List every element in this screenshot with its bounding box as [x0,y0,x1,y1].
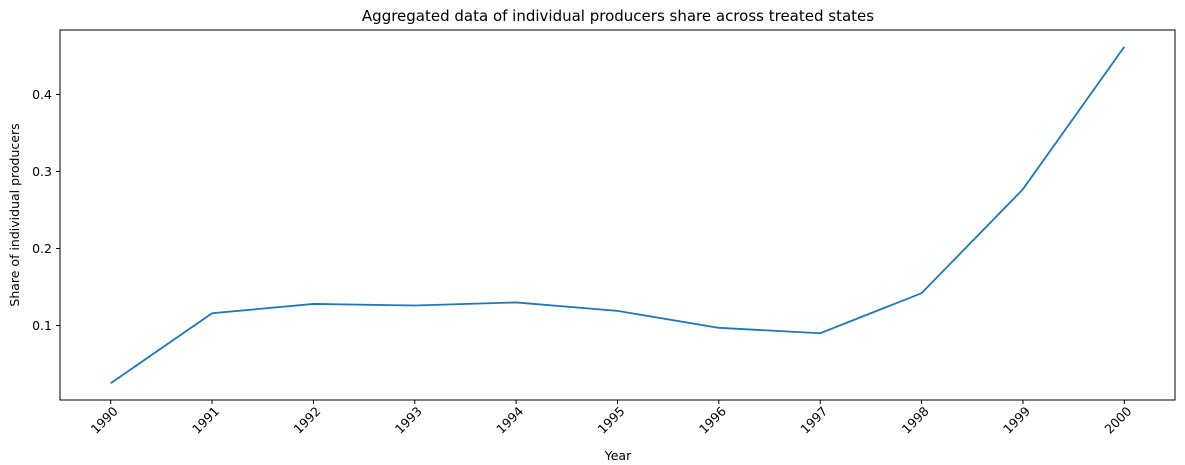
x-axis-label: Year [604,448,632,463]
x-axis: 1990 1991 1992 1993 1994 1995 1996 1997 1998 1999… [88,400,1134,437]
y-axis: 0.1 0.2 0.3 0.4 [32,87,60,333]
y-tick-label: 0.1 [32,318,52,333]
x-tick-label: 1995 [595,404,628,437]
y-tick-label: 0.4 [32,87,52,102]
series-line [110,46,1126,385]
x-tick-label: 1992 [290,404,323,437]
x-tick-label: 1998 [899,403,932,436]
x-tick-label: 1994 [493,403,526,436]
plot-area [59,29,1176,401]
x-tick-label: 1996 [696,403,729,436]
y-axis-label: Share of individual producers [7,123,22,306]
x-tick-label: 1997 [797,404,830,437]
x-tick-label: 1993 [392,404,425,437]
x-tick-label: 1999 [1000,403,1033,436]
y-tick-label: 0.2 [32,241,52,256]
x-tick-label: 2000 [1101,403,1134,436]
chart-title: Aggregated data of individual producers … [362,7,874,25]
y-tick-label: 0.3 [32,164,52,179]
x-tick-label: 1990 [88,403,121,436]
x-tick-label: 1991 [189,404,222,437]
